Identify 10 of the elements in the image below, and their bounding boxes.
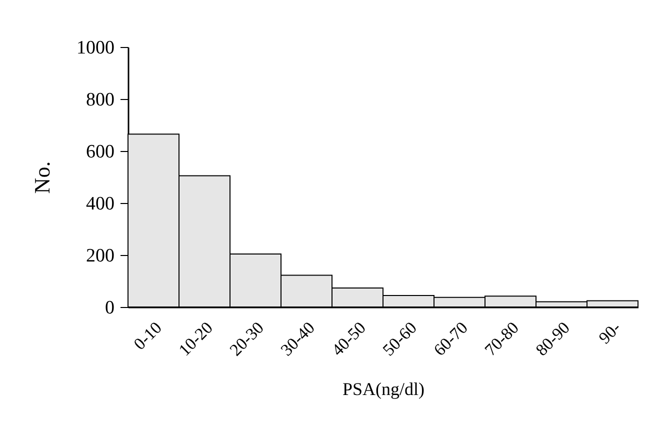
y-tick-label: 0 <box>105 298 114 318</box>
x-axis-title: PSA(ng/dl) <box>342 378 425 399</box>
x-tick-label: 0-10 <box>130 318 166 354</box>
y-tick-label: 200 <box>86 246 114 266</box>
y-tick-label: 800 <box>86 90 114 110</box>
y-axis-title: No. <box>30 161 54 194</box>
x-tick-label: 90- <box>595 318 625 348</box>
y-tick-label: 400 <box>86 194 114 214</box>
y-tick-label: 600 <box>86 142 114 162</box>
y-tick-label: 1000 <box>76 38 114 58</box>
